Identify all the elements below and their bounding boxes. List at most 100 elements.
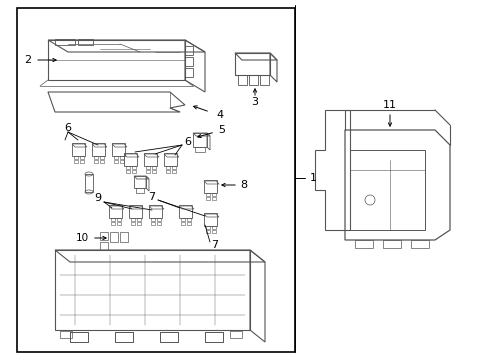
Bar: [184, 57, 193, 66]
Bar: [152, 166, 156, 169]
Bar: [354, 240, 372, 248]
Bar: [100, 160, 104, 163]
Bar: [143, 153, 157, 166]
Bar: [204, 332, 223, 342]
Bar: [165, 166, 170, 169]
Bar: [74, 160, 78, 163]
Bar: [111, 222, 115, 225]
Text: 7: 7: [211, 240, 218, 250]
Bar: [382, 240, 400, 248]
Text: 7: 7: [148, 192, 155, 202]
Bar: [115, 332, 133, 342]
Bar: [80, 156, 84, 159]
Bar: [136, 188, 143, 193]
Bar: [85, 174, 93, 192]
Text: 11: 11: [382, 100, 396, 110]
Bar: [410, 240, 428, 248]
Bar: [134, 176, 146, 188]
Bar: [94, 160, 98, 163]
Bar: [179, 205, 192, 218]
Bar: [129, 205, 142, 218]
Bar: [70, 332, 88, 342]
Bar: [229, 331, 242, 338]
Bar: [195, 147, 204, 152]
Bar: [126, 166, 130, 169]
Bar: [55, 39, 75, 45]
Bar: [124, 153, 137, 166]
Bar: [117, 222, 121, 225]
Bar: [110, 232, 118, 242]
Bar: [205, 193, 209, 196]
Bar: [115, 332, 133, 342]
Bar: [100, 156, 104, 159]
Bar: [205, 197, 209, 200]
Bar: [120, 156, 124, 159]
Text: 5: 5: [218, 125, 225, 135]
Text: 2: 2: [24, 55, 32, 65]
Bar: [204, 332, 223, 342]
Text: 4: 4: [216, 110, 223, 120]
Text: 8: 8: [240, 180, 247, 190]
Text: 9: 9: [94, 193, 102, 203]
Bar: [120, 160, 124, 163]
Bar: [186, 222, 191, 225]
Bar: [160, 332, 178, 342]
Bar: [212, 193, 216, 196]
Bar: [212, 197, 216, 200]
Bar: [172, 166, 176, 169]
Bar: [149, 205, 162, 218]
Text: 6: 6: [64, 123, 71, 133]
Text: 1: 1: [309, 173, 316, 183]
Bar: [100, 232, 108, 240]
Text: 6: 6: [184, 137, 191, 147]
Bar: [74, 156, 78, 159]
Bar: [126, 170, 130, 173]
Bar: [151, 218, 155, 221]
Bar: [111, 218, 115, 221]
Bar: [165, 170, 170, 173]
Bar: [78, 39, 93, 45]
Bar: [248, 75, 258, 85]
Bar: [114, 160, 118, 163]
Bar: [172, 170, 176, 173]
Bar: [55, 250, 249, 330]
Bar: [117, 218, 121, 221]
Bar: [92, 143, 105, 156]
Bar: [205, 230, 209, 233]
Bar: [132, 170, 136, 173]
Bar: [203, 213, 217, 226]
Bar: [120, 232, 128, 242]
Text: 10: 10: [75, 233, 88, 243]
Bar: [112, 143, 125, 156]
Bar: [137, 218, 141, 221]
Bar: [70, 332, 88, 342]
Bar: [157, 222, 161, 225]
Bar: [203, 180, 217, 193]
Bar: [132, 166, 136, 169]
Bar: [72, 143, 85, 156]
Bar: [193, 133, 206, 147]
Bar: [131, 218, 135, 221]
Bar: [186, 218, 191, 221]
Text: 3: 3: [251, 97, 258, 107]
Bar: [157, 218, 161, 221]
Bar: [349, 150, 424, 230]
Bar: [80, 160, 84, 163]
Bar: [184, 68, 193, 77]
Bar: [146, 170, 150, 173]
Bar: [181, 218, 184, 221]
Bar: [114, 156, 118, 159]
Bar: [17, 8, 294, 352]
Bar: [146, 166, 150, 169]
Bar: [212, 226, 216, 229]
Bar: [205, 226, 209, 229]
Bar: [151, 222, 155, 225]
Bar: [260, 75, 268, 85]
Bar: [235, 53, 269, 75]
Bar: [100, 242, 108, 250]
Bar: [137, 222, 141, 225]
Bar: [181, 222, 184, 225]
Bar: [60, 331, 72, 338]
Bar: [163, 153, 177, 166]
Bar: [94, 156, 98, 159]
